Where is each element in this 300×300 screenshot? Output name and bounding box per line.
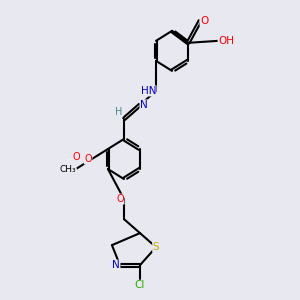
Text: methoxy: methoxy xyxy=(71,168,77,170)
Text: OH: OH xyxy=(218,36,234,46)
Text: O: O xyxy=(116,194,124,204)
Text: HN: HN xyxy=(140,86,156,96)
Text: O: O xyxy=(200,16,208,26)
Text: O: O xyxy=(72,152,80,162)
Text: S: S xyxy=(153,242,159,252)
Text: methoxy: methoxy xyxy=(68,158,74,160)
Text: CH₃: CH₃ xyxy=(59,164,76,173)
Text: N: N xyxy=(140,100,148,110)
Text: O: O xyxy=(84,154,92,164)
Text: N: N xyxy=(112,260,120,270)
Text: methoxy: methoxy xyxy=(75,158,136,172)
Text: Cl: Cl xyxy=(135,280,145,290)
Text: H: H xyxy=(115,107,123,117)
